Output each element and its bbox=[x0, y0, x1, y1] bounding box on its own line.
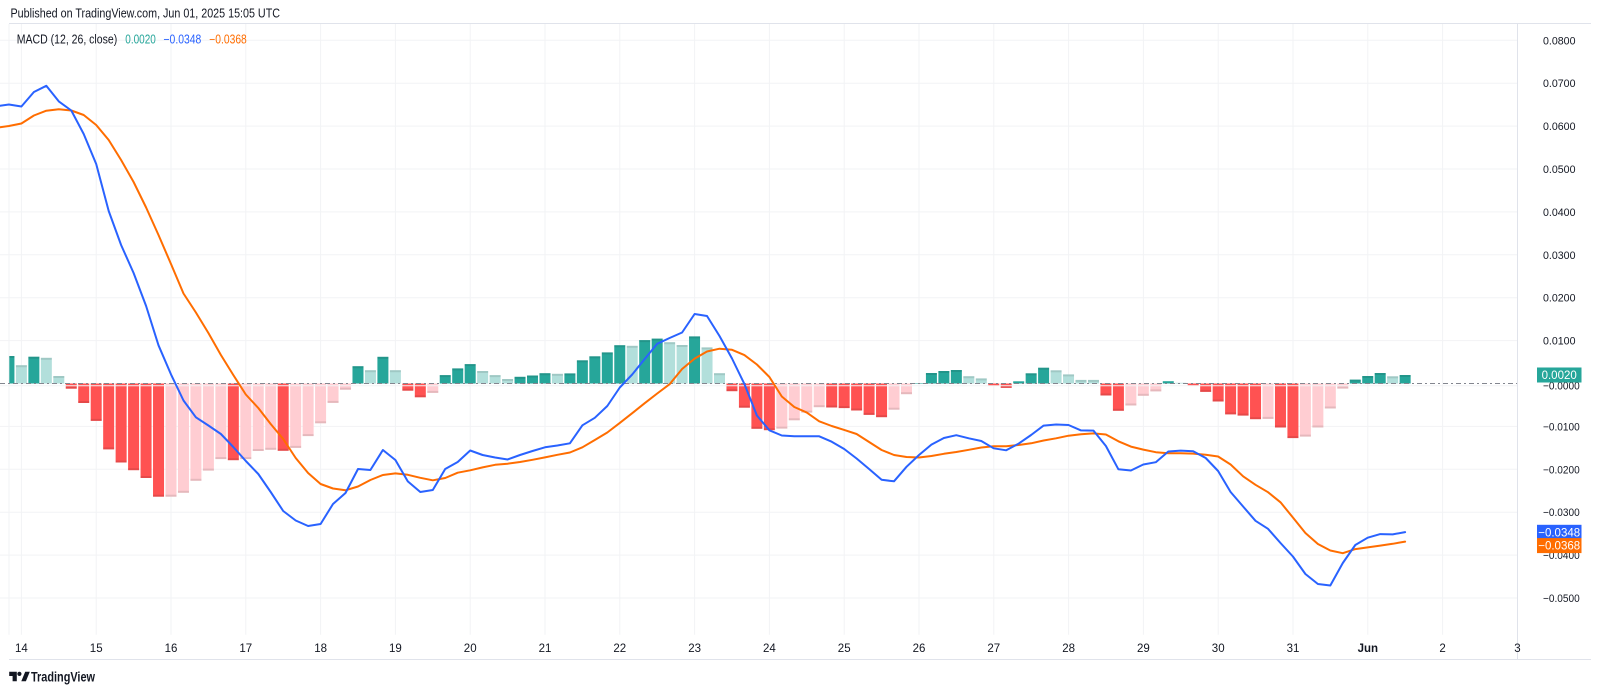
svg-text:−0.0368: −0.0368 bbox=[209, 33, 247, 47]
svg-text:−0.0200: −0.0200 bbox=[1543, 464, 1580, 476]
svg-text:−0.0000: −0.0000 bbox=[1543, 381, 1580, 393]
svg-text:−0.0500: −0.0500 bbox=[1543, 593, 1580, 605]
svg-text:0.0300: 0.0300 bbox=[1543, 250, 1576, 262]
svg-text:14: 14 bbox=[15, 643, 28, 655]
svg-text:20: 20 bbox=[464, 643, 477, 655]
svg-text:21: 21 bbox=[539, 643, 552, 655]
svg-text:0.0600: 0.0600 bbox=[1543, 121, 1576, 133]
svg-text:0.0200: 0.0200 bbox=[1543, 293, 1576, 305]
svg-text:Published on TradingView.com,: Published on TradingView.com, Jun 01, 20… bbox=[11, 7, 281, 21]
svg-text:22: 22 bbox=[613, 643, 626, 655]
svg-text:0.0020: 0.0020 bbox=[125, 33, 156, 47]
svg-text:0.0400: 0.0400 bbox=[1543, 207, 1576, 219]
svg-text:17: 17 bbox=[239, 643, 252, 655]
svg-text:27: 27 bbox=[987, 643, 1000, 655]
svg-text:−0.0368: −0.0368 bbox=[1538, 541, 1580, 553]
svg-text:29: 29 bbox=[1137, 643, 1150, 655]
svg-text:0.0700: 0.0700 bbox=[1543, 78, 1576, 90]
svg-text:0.0100: 0.0100 bbox=[1543, 336, 1576, 348]
svg-text:Jun: Jun bbox=[1358, 643, 1378, 655]
svg-text:TradingView: TradingView bbox=[31, 670, 95, 685]
svg-text:18: 18 bbox=[314, 643, 327, 655]
svg-text:26: 26 bbox=[913, 643, 926, 655]
svg-text:−0.0100: −0.0100 bbox=[1543, 421, 1580, 433]
svg-text:15: 15 bbox=[90, 643, 103, 655]
svg-text:25: 25 bbox=[838, 643, 851, 655]
svg-text:−0.0348: −0.0348 bbox=[1538, 527, 1580, 539]
svg-text:31: 31 bbox=[1287, 643, 1300, 655]
svg-text:23: 23 bbox=[688, 643, 701, 655]
svg-text:0.0500: 0.0500 bbox=[1543, 164, 1576, 176]
svg-text:3: 3 bbox=[1514, 643, 1520, 655]
svg-text:−0.0300: −0.0300 bbox=[1543, 507, 1580, 519]
svg-text:0.0800: 0.0800 bbox=[1543, 35, 1576, 47]
svg-text:19: 19 bbox=[389, 643, 402, 655]
svg-text:−0.0348: −0.0348 bbox=[164, 33, 202, 47]
svg-text:2: 2 bbox=[1439, 643, 1445, 655]
svg-text:16: 16 bbox=[165, 643, 178, 655]
svg-text:24: 24 bbox=[763, 643, 776, 655]
svg-text:30: 30 bbox=[1212, 643, 1225, 655]
svg-text:MACD (12, 26, close): MACD (12, 26, close) bbox=[17, 33, 117, 47]
svg-text:28: 28 bbox=[1062, 643, 1075, 655]
svg-text:0.0020: 0.0020 bbox=[1542, 370, 1577, 382]
